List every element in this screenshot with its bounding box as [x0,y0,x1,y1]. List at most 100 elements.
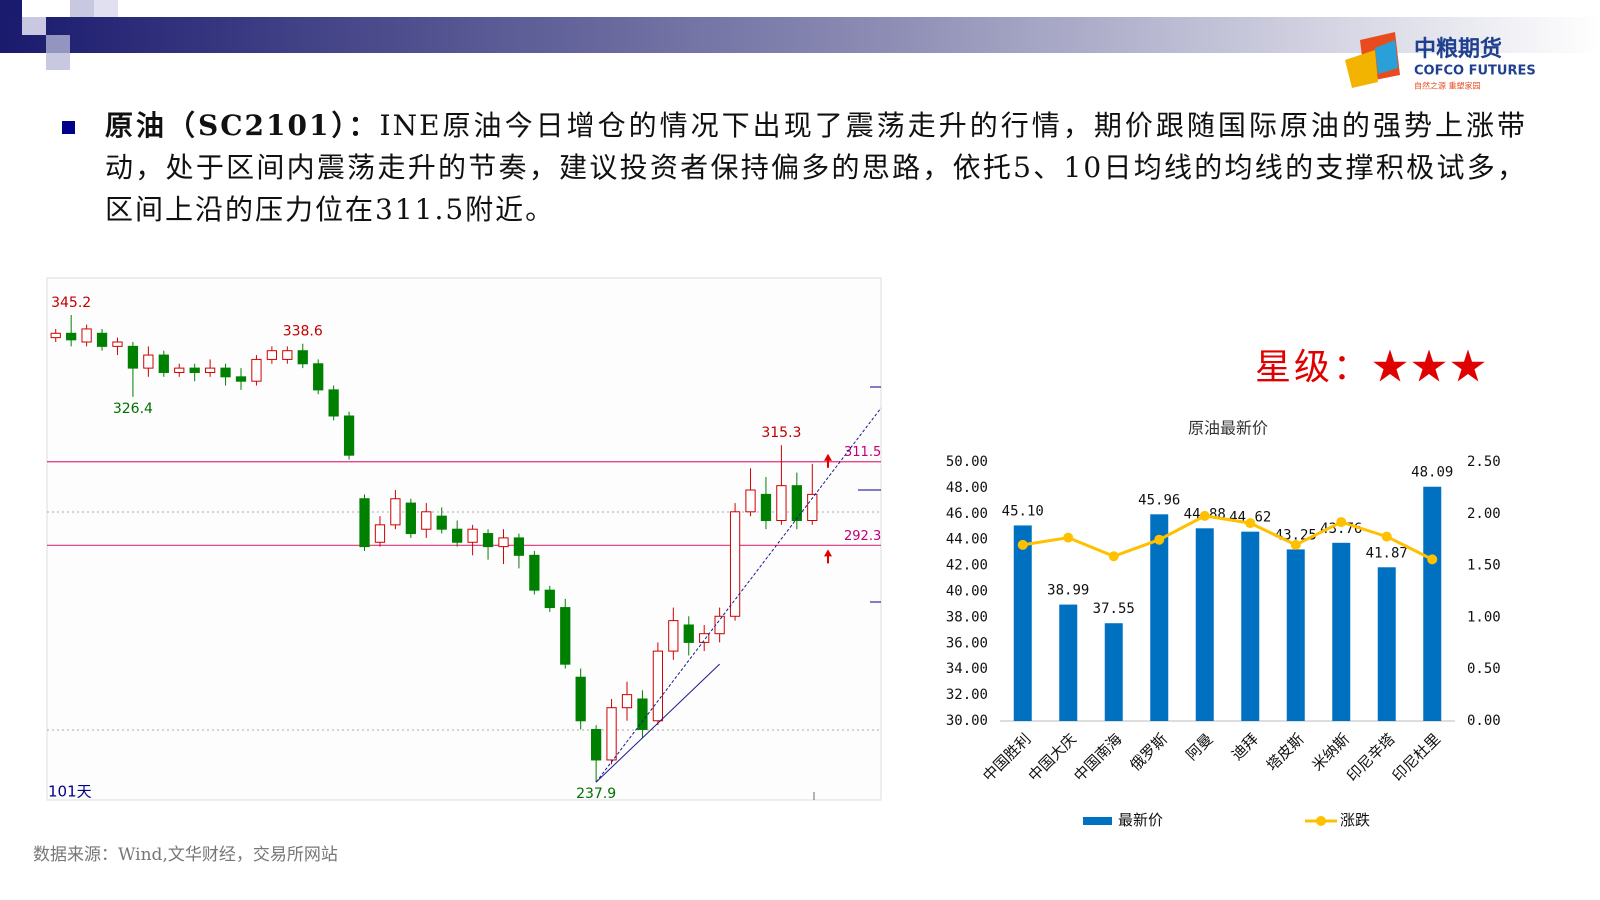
candle-body [560,607,571,665]
level-label: 292.3 [844,529,881,544]
bullet-text: 原油（SC2101）：INE原油今日增仓的情况下出现了震荡走升的行情，期价跟随国… [105,105,1527,231]
line-point [1154,534,1165,545]
y2-tick-label: 1.50 [1467,558,1501,574]
logo-slogan: 自然之源 重塑家园 [1414,81,1481,91]
chart-title: 原油最新价 [1188,419,1268,438]
rating-stars: ★★★ [1372,347,1490,388]
y2-tick-label: 1.00 [1467,609,1501,625]
source-note: 数据来源：Wind,文华财经，交易所网站 [33,845,338,865]
x-tick-label: 阿曼 [1182,730,1216,764]
bar [1013,525,1032,721]
header-square [22,17,46,35]
y-tick-label: 46.00 [946,506,988,522]
candle-body [791,485,802,521]
candle-body [760,493,772,521]
candle-body [683,624,694,643]
legend-swatch [1083,817,1112,825]
y2-tick-label: 0.50 [1467,661,1501,677]
candle-body [421,511,432,530]
candle-body [204,367,216,373]
y2-tick-label: 2.50 [1467,454,1501,470]
candle-body [807,493,818,521]
candle-body [50,332,61,339]
candle-body [513,537,525,556]
candle-body [637,698,648,730]
line-point [1108,551,1119,562]
logo-text: 中粮期货 [1414,36,1502,62]
y-tick-label: 32.00 [946,687,988,703]
period-label: 101天 [48,783,92,801]
candle-body [668,620,679,652]
candle-body [158,354,169,373]
candle-body [390,498,401,526]
bar-label: 41.87 [1366,545,1408,561]
bullet-body: INE原油今日增仓的情况下出现了震荡走升的行情，期价跟随国际原油的强势上涨带动，… [105,109,1528,226]
y-tick-label: 40.00 [946,584,988,600]
candle-body [313,363,324,391]
candle-body [359,498,370,548]
y-tick-label: 38.00 [946,609,988,625]
bar-label: 38.99 [1047,583,1089,599]
trend-line [595,407,882,783]
candle-body [235,376,247,382]
level-arrow [824,549,832,564]
line-point [1381,531,1392,542]
logo-mark [1375,40,1398,74]
logo-text: COFCO FUTURES [1414,64,1536,79]
candle-body [220,367,231,378]
bar [1332,542,1351,721]
level-label: 311.5 [844,445,881,460]
bar [1241,531,1260,721]
candle-body [467,528,478,543]
bar [1377,567,1396,721]
candle-body [652,650,664,722]
x-tick-label: 印尼辛塔 [1343,730,1398,785]
candle-body [96,332,108,347]
y-tick-label: 50.00 [946,454,988,470]
header-square [94,0,118,17]
rating-label: 星级： [1255,347,1373,388]
candle-panel [46,277,882,801]
bar [1195,528,1214,721]
line-point [1245,518,1256,529]
candle-body [699,633,710,643]
candle-body [127,345,139,369]
candle-body [66,332,77,341]
bar-label: 48.09 [1411,465,1453,481]
low-label: 326.4 [113,401,153,417]
bullet-label: 原油（SC2101）： [105,109,380,142]
candle-body [343,415,355,456]
x-tick-label: 中国胜利 [979,730,1034,785]
candle-body [776,485,787,521]
candle-body [143,354,154,369]
y-tick-label: 30.00 [946,713,988,729]
candle-body [405,502,416,535]
legend-swatch [1316,816,1326,826]
high-label: 338.6 [283,324,323,340]
candle-body [174,367,185,373]
legend-label: 涨跌 [1340,811,1370,829]
header-square [46,35,70,53]
header-square [70,0,94,17]
level-arrow [824,453,832,468]
x-tick-label: 迪拜 [1228,730,1262,764]
x-tick-label: 中国南海 [1070,730,1125,785]
bar [1286,549,1305,721]
candle-body [529,554,540,591]
candle-body [575,676,586,722]
candle-body [498,537,509,548]
candle-body [729,511,741,617]
y-tick-label: 36.00 [946,635,988,651]
bar-label: 37.55 [1093,601,1135,617]
y2-tick-label: 0.00 [1467,713,1501,729]
y2-tick-label: 2.00 [1467,506,1501,522]
y-tick-label: 42.00 [946,558,988,574]
header-square [46,53,70,70]
candle-body [297,350,308,365]
x-tick-label: 米纳斯 [1308,730,1353,775]
bar [1059,604,1078,721]
candle-body [621,694,633,709]
x-tick-label: 塔皮斯 [1263,730,1308,775]
